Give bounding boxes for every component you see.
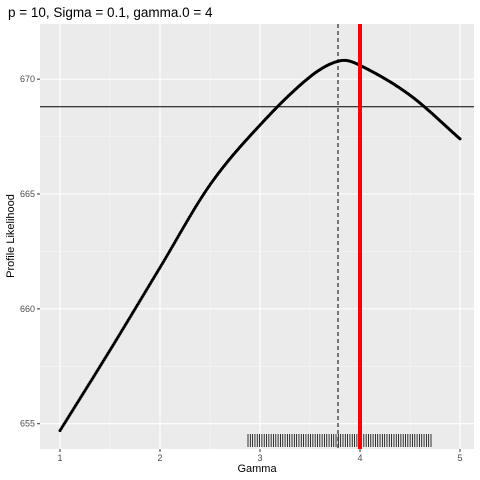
- y-tick-label: 670: [20, 74, 35, 84]
- plot-panel: [40, 24, 474, 449]
- panel-background: [40, 24, 474, 449]
- y-tick-label: 665: [20, 189, 35, 199]
- x-tick-label: 4: [357, 453, 362, 463]
- x-tick-label: 3: [257, 453, 262, 463]
- y-axis-label: Profile Likelihood: [5, 194, 17, 278]
- chart-title: p = 10, Sigma = 0.1, gamma.0 = 4: [8, 5, 213, 20]
- y-tick-label: 660: [20, 304, 35, 314]
- x-tick-label: 1: [57, 453, 62, 463]
- x-tick-label: 2: [157, 453, 162, 463]
- axis-ticks: 1 2 3 4 5 655 660 665 670: [20, 74, 463, 463]
- x-tick-label: 5: [457, 453, 462, 463]
- x-axis-label: Gamma: [237, 463, 277, 475]
- data-point: [458, 137, 462, 141]
- data-marks: [40, 24, 474, 449]
- y-tick-label: 655: [20, 419, 35, 429]
